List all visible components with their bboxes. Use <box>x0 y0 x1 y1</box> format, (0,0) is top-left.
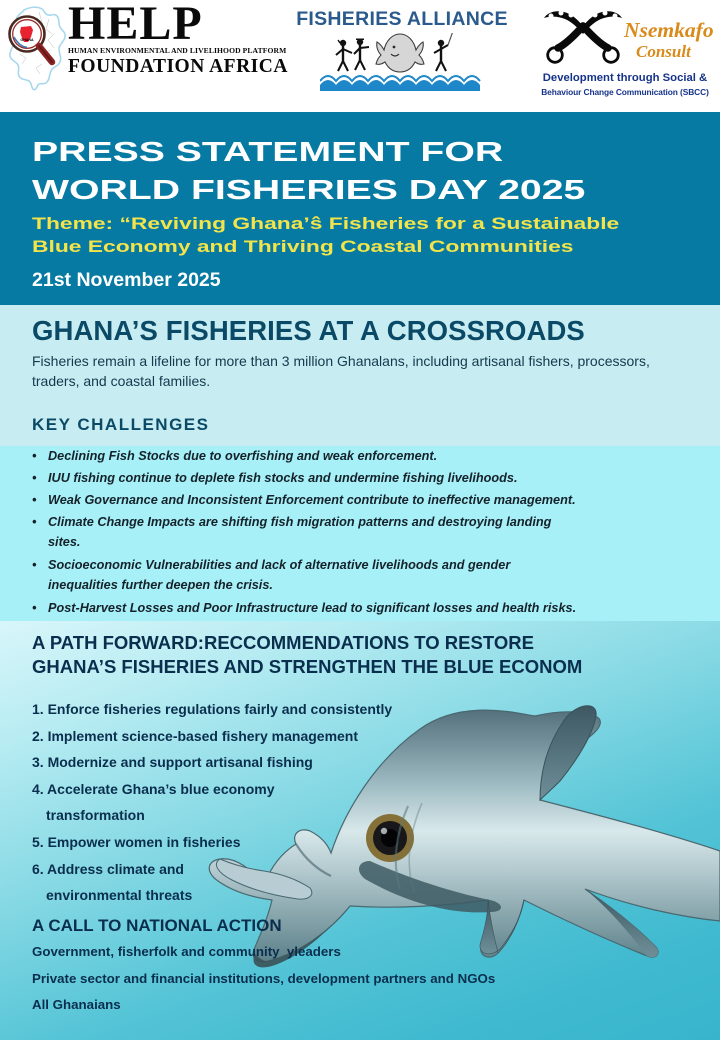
svg-text:GHANA: GHANA <box>20 38 34 42</box>
